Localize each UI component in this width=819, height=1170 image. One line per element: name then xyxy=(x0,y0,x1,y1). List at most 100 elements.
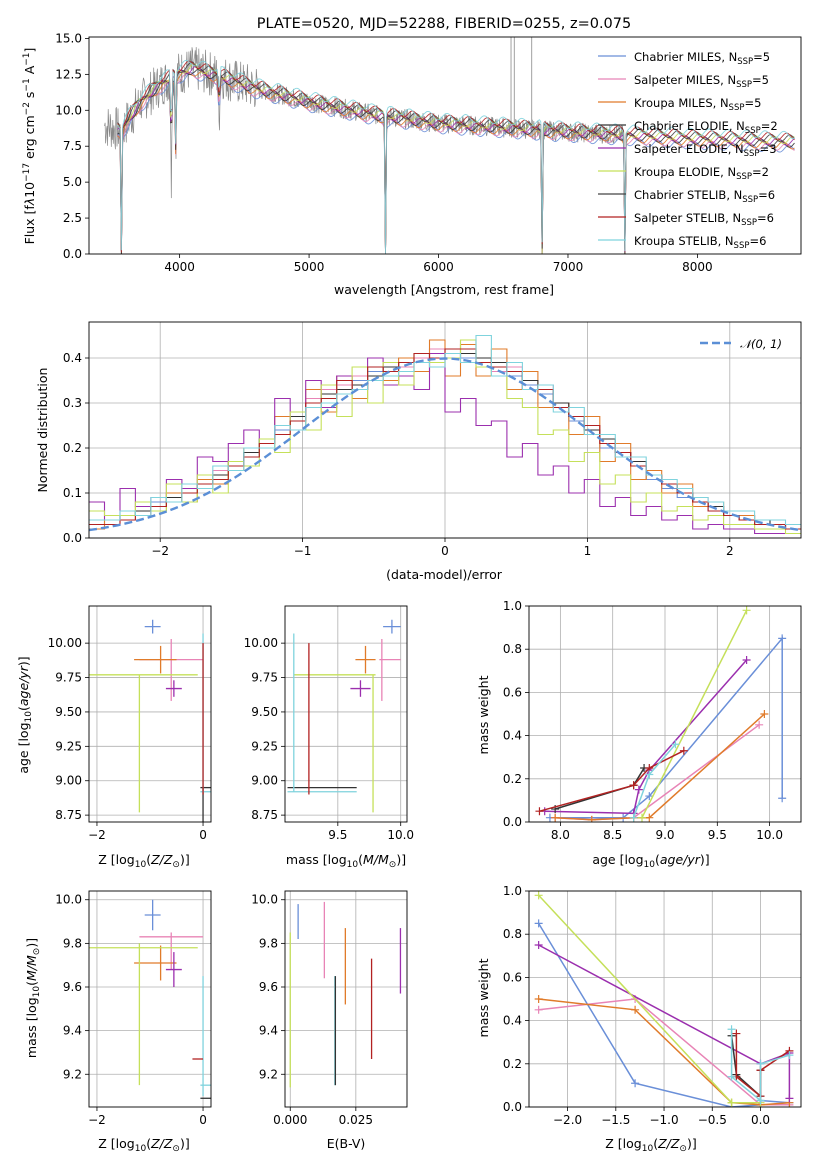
y-tick-label: 0.0 xyxy=(503,815,522,829)
x-tick-label: 0.0 xyxy=(751,1113,770,1127)
legend-label-chabrier-elodie: Chabrier ELODIE, NSSP=2 xyxy=(634,119,778,136)
y-tick-label: 0.8 xyxy=(503,642,522,656)
plus-marker xyxy=(756,1059,765,1068)
x-tick-label: 4000 xyxy=(164,260,195,274)
x-tick-label: 7000 xyxy=(553,260,584,274)
plus-marker xyxy=(755,720,764,729)
plus-marker xyxy=(629,813,638,822)
spectrum-title: PLATE=0520, MJD=52288, FIBERID=0255, z=0… xyxy=(257,16,631,32)
y-tick-label: 9.8 xyxy=(259,936,278,950)
y-tick-label: 7.5 xyxy=(63,139,82,153)
x-tick-label: 10.0 xyxy=(756,828,783,842)
weight-age-plot-area: 8.0 8.5 9.0 9.5 10.0 0.0 0.2 0.4 0.6 0.8 1.0 xyxy=(503,599,802,842)
data-layer xyxy=(89,334,801,535)
y-tick-label: 9.8 xyxy=(63,936,82,950)
plus-marker xyxy=(645,770,654,779)
mass-weight-line xyxy=(538,944,791,1099)
spectrum-xlabel: wavelength [Angstrom, rest frame] xyxy=(334,282,554,297)
weight-z-xlabel: Z [log10(Z/Z⊙)] xyxy=(605,1136,696,1154)
y-tick-label: 9.4 xyxy=(259,1024,278,1038)
y-tick-label: 0.0 xyxy=(63,531,82,545)
age-vs-mass-panel: mass [log10(M/M⊙)] 9.5 10.08.759.009.259.… xyxy=(244,605,414,870)
mass-vs-extinction-panel: E(B-V) 0.000 0.025 9.2 9.4 9.6 9.8 10.0 xyxy=(251,890,408,1151)
y-tick-label: 9.75 xyxy=(251,671,278,685)
y-tick-label: 8.75 xyxy=(55,808,82,822)
weight-z-ylabel: mass weight xyxy=(476,958,491,1037)
plus-marker xyxy=(631,1005,640,1014)
x-tick-label: −2 xyxy=(151,544,169,558)
x-tick-label: 9.0 xyxy=(655,828,674,842)
histogram-xlabel: (data-model)/error xyxy=(386,567,503,582)
age-mass-xlabel: mass [log10(M/M⊙)] xyxy=(286,852,406,870)
y-tick-label: 9.00 xyxy=(251,774,278,788)
plus-marker xyxy=(534,941,543,949)
model-spectrum-line xyxy=(117,68,795,254)
legend-label-chabrier-miles: Chabrier MILES, NSSP=5 xyxy=(634,50,770,67)
gaussian-curve xyxy=(89,357,801,532)
plus-marker xyxy=(760,710,769,718)
x-tick-label: 0 xyxy=(441,544,449,558)
y-tick-label: 5.0 xyxy=(63,175,82,189)
plus-marker xyxy=(742,656,751,664)
y-tick-label: 0.4 xyxy=(503,729,522,743)
y-tick-label: 0.2 xyxy=(503,1057,522,1071)
x-tick-label: −1.5 xyxy=(601,1113,630,1127)
histogram-plot-area: −2 −1 0 1 2 0.0 0.1 0.2 0.3 0.4 xyxy=(63,321,802,558)
weight-z-plot-area: −2.0 −1.5 −1.0 −0.5 0.0 0.0 0.2 0.4 0.6 0.8 1.0 xyxy=(503,884,802,1127)
plus-marker xyxy=(637,813,646,822)
data-layer xyxy=(89,899,211,1099)
plot-frame xyxy=(284,605,408,823)
age-z-ylabel: age [log10(age/yr)] xyxy=(16,656,34,773)
x-tick-label: −2 xyxy=(88,828,106,842)
plus-marker xyxy=(534,995,543,1003)
age-mass-plot-area: 9.5 10.0 8.75 9.00 9.25 9.50 9.75 10.00 xyxy=(244,605,414,842)
age-vs-metallicity-panel: Z [log10(Z/Z⊙)] age [log10(age/yr)] −2 0 8… xyxy=(16,605,212,870)
x-tick-label: 8.0 xyxy=(551,828,570,842)
y-tick-label: 9.25 xyxy=(251,739,278,753)
y-tick-label: 10.0 xyxy=(251,893,278,907)
legend-label-salpeter-stelib: Salpeter STELIB, NSSP=6 xyxy=(634,211,774,228)
mass-z-ylabel: mass [log10(M/M⊙)] xyxy=(24,938,42,1058)
y-tick-label: 8.75 xyxy=(251,808,278,822)
y-tick-label: 9.50 xyxy=(251,705,278,719)
age-z-plot-area: −2 0 8.75 9.00 9.25 9.50 9.75 10.00 xyxy=(48,605,212,842)
mass-ebv-xlabel: E(B-V) xyxy=(327,1136,366,1151)
plus-marker xyxy=(756,1096,765,1105)
residual-histogram-panel: (data-model)/error Normed distribution −… xyxy=(35,321,802,582)
plus-marker xyxy=(727,1025,736,1034)
plus-marker xyxy=(727,1098,736,1107)
y-tick-label: 9.4 xyxy=(63,1024,82,1038)
y-tick-label: 10.00 xyxy=(48,636,82,650)
y-tick-label: 10.00 xyxy=(244,636,278,650)
x-tick-label: 9.5 xyxy=(328,828,347,842)
y-tick-label: 0.1 xyxy=(63,486,82,500)
spectrum-panel: PLATE=0520, MJD=52288, FIBERID=0255, z=0… xyxy=(22,16,802,297)
grid-lines xyxy=(285,606,407,822)
weight-age-ylabel: mass weight xyxy=(476,675,491,754)
y-tick-label: 9.2 xyxy=(63,1067,82,1081)
model-spectrum-line xyxy=(117,59,795,254)
y-tick-label: 0.0 xyxy=(503,1100,522,1114)
plus-marker xyxy=(634,785,643,794)
plot-frame xyxy=(284,890,408,1108)
plus-marker xyxy=(785,1094,794,1103)
age-z-xlabel: Z [log10(Z/Z⊙)] xyxy=(98,852,189,870)
x-tick-label: −2 xyxy=(88,1113,106,1127)
legend-label-salpeter-miles: Salpeter MILES, NSSP=5 xyxy=(634,73,769,90)
x-tick-label: 0.000 xyxy=(273,1113,307,1127)
x-tick-label: 6000 xyxy=(423,260,454,274)
y-tick-label: 0.4 xyxy=(503,1014,522,1028)
y-tick-label: 0.4 xyxy=(63,351,82,365)
legend-label-kroupa-elodie: Kroupa ELODIE, NSSP=2 xyxy=(634,165,769,182)
y-tick-label: 0.0 xyxy=(63,247,82,261)
plot-frame xyxy=(88,605,212,823)
mass-weight-vs-metallicity-panel: Z [log10(Z/Z⊙)] mass weight −2.0 −1.5 −1.0… xyxy=(476,884,802,1154)
mass-ebv-plot-area: 0.000 0.025 9.2 9.4 9.6 9.8 10.0 xyxy=(251,890,408,1127)
plus-marker xyxy=(671,740,680,749)
plot-frame xyxy=(88,36,802,255)
y-tick-label: 12.5 xyxy=(55,67,82,81)
plus-marker xyxy=(679,746,688,755)
plot-frame xyxy=(528,605,802,823)
y-tick-label: 9.50 xyxy=(55,705,82,719)
